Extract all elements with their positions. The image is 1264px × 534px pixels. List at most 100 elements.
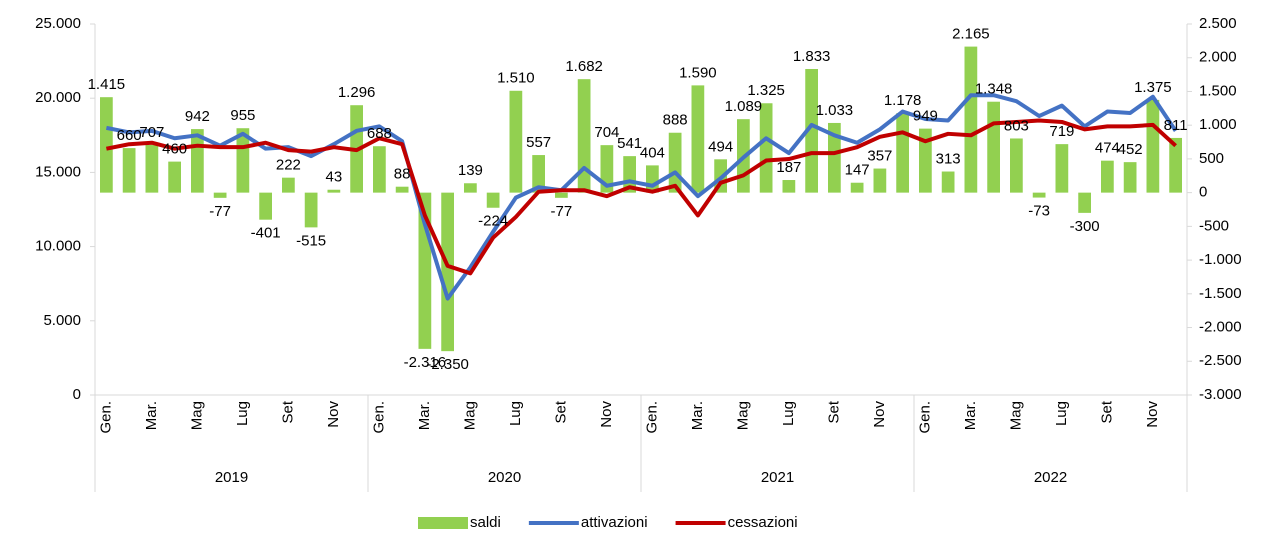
x-tick-label: Mag: [461, 401, 478, 430]
data-label: 942: [185, 108, 210, 125]
x-tick-label: Gen.: [370, 401, 387, 434]
y-tick-label: 25.000: [35, 15, 81, 32]
data-label: -2.316: [404, 354, 447, 371]
legend-label: cessazioni: [728, 514, 798, 531]
bar: [1169, 137, 1182, 193]
data-label: 404: [640, 144, 665, 161]
bar: [691, 85, 705, 193]
bar: [168, 161, 181, 193]
bar: [850, 182, 864, 193]
y2-tick-label: 1.500: [1199, 82, 1237, 99]
y2-tick-label: 2.000: [1199, 49, 1237, 66]
bar: [395, 186, 409, 193]
bar: [577, 79, 591, 193]
data-label: 704: [594, 124, 619, 141]
data-label: 888: [663, 112, 688, 129]
bar: [987, 101, 1000, 193]
data-label: 460: [162, 141, 187, 158]
data-label: 452: [1118, 141, 1143, 158]
data-label: 1.325: [747, 82, 785, 99]
data-label: 541: [617, 135, 642, 152]
bar: [919, 128, 932, 193]
data-label: 955: [230, 107, 255, 124]
x-tick-label: Mar.: [416, 401, 433, 430]
data-label: 1.510: [497, 70, 535, 87]
bar: [759, 103, 773, 193]
bar: [873, 168, 887, 193]
data-label: 147: [845, 162, 870, 179]
bar: [896, 113, 909, 193]
x-tick-label: Nov: [871, 401, 888, 428]
legend-swatch: [418, 517, 468, 529]
x-tick-label: Nov: [1144, 401, 1161, 428]
bar: [486, 192, 500, 208]
data-label: 660: [117, 127, 142, 144]
bar: [327, 189, 341, 193]
bar: [464, 183, 477, 193]
bar: [828, 122, 841, 193]
data-label: 2.165: [952, 26, 990, 43]
x-tick-label: Lug: [507, 401, 524, 426]
line: [105, 118, 1177, 276]
data-label: 688: [367, 125, 392, 142]
bar: [1078, 192, 1091, 213]
bar: [213, 192, 227, 198]
data-label: 139: [458, 162, 483, 179]
y2-tick-label: -2.500: [1199, 352, 1242, 369]
bar: [668, 132, 682, 193]
bar: [782, 180, 796, 193]
data-label: 1.682: [565, 58, 603, 75]
y-tick-label: 0: [73, 386, 81, 403]
y2-tick-label: -1.000: [1199, 251, 1242, 268]
data-label: 494: [708, 138, 733, 155]
data-label: -224: [478, 213, 508, 230]
bar: [259, 192, 272, 220]
y-tick-label: 10.000: [35, 238, 81, 255]
bar: [1101, 160, 1114, 193]
y2-tick-label: -3.000: [1199, 386, 1242, 403]
data-label: 707: [139, 124, 164, 141]
y-tick-label: 20.000: [35, 89, 81, 106]
x-tick-label: Lug: [1053, 401, 1070, 426]
x-tick-label: Set: [279, 400, 296, 423]
y2-tick-label: -1.500: [1199, 285, 1242, 302]
bar: [532, 155, 545, 193]
x-tick-label: Mar.: [143, 401, 160, 430]
data-label: -77: [209, 203, 231, 220]
bar: [282, 177, 295, 193]
data-label: 313: [936, 150, 961, 167]
x-tick-label: Lug: [234, 401, 251, 426]
group-label: 2022: [1034, 469, 1067, 486]
bar: [236, 128, 250, 193]
group-label: 2020: [488, 469, 521, 486]
data-label: 803: [1004, 117, 1029, 134]
data-label: -77: [551, 203, 573, 220]
y2-tick-label: 2.500: [1199, 15, 1237, 32]
data-label: 88: [394, 166, 411, 183]
data-label: 1.178: [884, 92, 922, 109]
data-label: 222: [276, 157, 301, 174]
bar: [122, 148, 136, 193]
data-label: 187: [776, 159, 801, 176]
legend-label: attivazioni: [581, 514, 648, 531]
data-label: 474: [1095, 140, 1120, 157]
data-label: 557: [526, 134, 551, 151]
bar: [509, 90, 523, 193]
bar: [964, 46, 978, 193]
x-tick-label: Set: [1098, 400, 1115, 423]
bar: [100, 97, 113, 193]
data-label: 1.033: [816, 102, 854, 119]
x-tick-label: Gen.: [643, 401, 660, 434]
x-tick-label: Set: [825, 400, 842, 423]
x-tick-label: Gen.: [97, 401, 114, 434]
data-label: -300: [1070, 218, 1100, 235]
x-tick-label: Mar.: [689, 401, 706, 430]
data-label: -73: [1028, 203, 1050, 220]
y2-tick-label: 500: [1199, 150, 1224, 167]
data-label: 1.296: [338, 84, 376, 101]
x-tick-label: Mar.: [962, 401, 979, 430]
data-label: -2.350: [426, 356, 469, 373]
y2-tick-label: -2.000: [1199, 319, 1242, 336]
group-label: 2021: [761, 469, 794, 486]
